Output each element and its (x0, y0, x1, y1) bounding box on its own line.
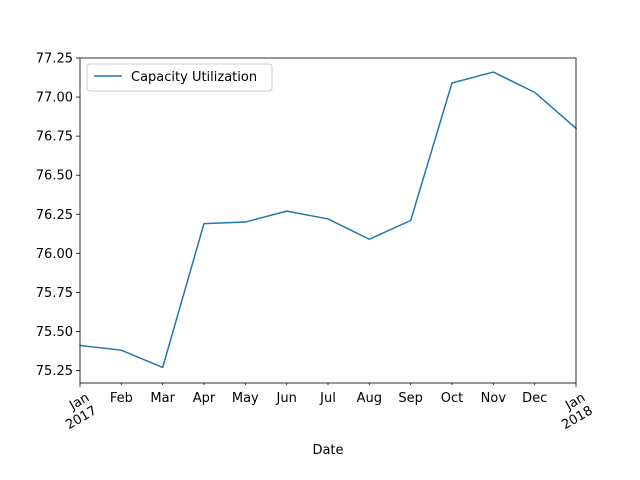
y-tick-label: 75.75 (36, 286, 73, 301)
x-tick-label: Jan2017 (56, 390, 100, 433)
x-tick-label: Jan2018 (552, 390, 596, 433)
x-tick-label: Feb (110, 391, 133, 406)
x-tick-label: Jul (319, 391, 336, 406)
x-tick-label: Mar (150, 391, 175, 406)
x-tick-label: Aug (357, 391, 382, 406)
legend: Capacity Utilization (86, 63, 273, 92)
legend-label: Capacity Utilization (131, 70, 257, 85)
y-tick-label: 76.50 (36, 169, 73, 184)
y-tick-label: 76.75 (36, 130, 73, 145)
y-tick-label: 76.25 (36, 208, 73, 223)
x-tick-label: Jun (276, 391, 297, 406)
y-tick-label: 75.25 (36, 364, 73, 379)
y-tick-label: 77.25 (36, 52, 73, 67)
series-layer (79, 71, 578, 369)
y-tick-label: 75.50 (36, 325, 73, 340)
x-tick-label: Dec (522, 391, 547, 406)
y-tick-label: 77.00 (36, 91, 73, 106)
x-tick-label: Apr (193, 391, 216, 406)
y-tick-label: 76.00 (36, 247, 73, 262)
x-tick-label: May (232, 391, 259, 406)
plot-frame (79, 57, 577, 384)
legend-box (86, 63, 273, 92)
x-tick-label: Oct (441, 391, 463, 406)
x-axis: Jan2017 Feb Mar Apr May Jun Jul Aug Sep Oct Nov Dec… (56, 383, 596, 433)
x-axis-label: Date (312, 443, 343, 458)
y-axis: 75.25 75.50 75.75 76.00 76.25 76.50 76.75 77.00… (36, 52, 80, 379)
x-tick-label: Sep (398, 391, 423, 406)
series-line (79, 71, 578, 369)
x-tick-label: Nov (481, 391, 507, 406)
